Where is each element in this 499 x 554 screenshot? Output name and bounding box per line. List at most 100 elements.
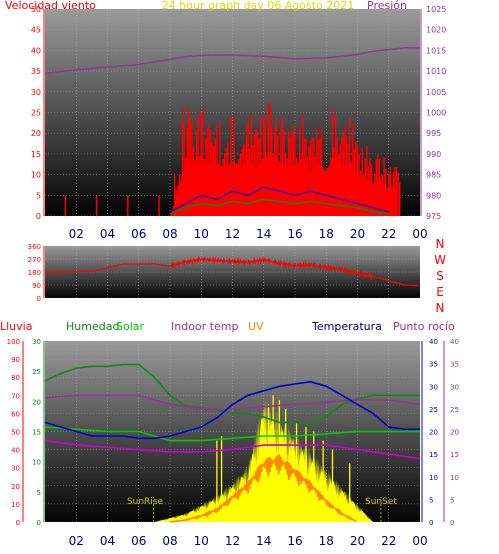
y-left-tick: 40 xyxy=(31,46,41,55)
sunset-label: SunSet xyxy=(365,497,397,507)
y-right-tick: 1015 xyxy=(426,46,446,55)
temp-right-tick: 10 xyxy=(429,474,438,482)
x-tick-label: 20 xyxy=(350,534,365,548)
rain-tick: 50 xyxy=(11,429,20,437)
rain-tick: 80 xyxy=(11,374,20,382)
compass-label: E xyxy=(436,285,444,299)
humidity-tick: 25 xyxy=(32,368,41,376)
compass-label: N xyxy=(436,237,445,251)
y-right-tick: 975 xyxy=(426,212,441,221)
wind-speed-line xyxy=(169,186,389,213)
compass-label: S xyxy=(436,269,444,283)
y-left-tick: 30 xyxy=(31,88,41,97)
y-left-tick: 20 xyxy=(31,129,41,138)
direction-tick: 180 xyxy=(28,269,41,277)
indoor-temp-line xyxy=(44,394,421,410)
temp-right-tick: 5 xyxy=(429,496,433,504)
temp-right-tick: 15 xyxy=(429,451,438,459)
y-right-tick: 1000 xyxy=(426,109,446,118)
humidity-tick: 20 xyxy=(32,398,41,406)
temperature-line xyxy=(44,380,420,440)
wind-direction-line xyxy=(45,255,420,287)
rain-tick: 60 xyxy=(11,410,20,418)
y-left-tick: 5 xyxy=(36,191,41,200)
dew-right-tick: 30 xyxy=(450,383,459,391)
x-tick-label: 18 xyxy=(319,227,334,241)
x-tick-label: 16 xyxy=(287,227,302,241)
x-tick-label: 22 xyxy=(381,534,396,548)
legend-label: Humedad xyxy=(66,320,119,333)
y-right-tick: 995 xyxy=(426,129,441,138)
y-left-tick: 15 xyxy=(31,150,41,159)
direction-tick: 90 xyxy=(32,282,41,290)
direction-tick: 270 xyxy=(28,256,41,264)
y-right-tick: 1025 xyxy=(426,5,446,14)
legend-label: Solar xyxy=(116,320,145,333)
humidity-tick: 0 xyxy=(37,519,41,527)
humidity-tick: 30 xyxy=(32,338,41,346)
y-left-tick: 10 xyxy=(31,171,41,180)
legend-label: UV xyxy=(248,320,264,333)
x-tick-label: 02 xyxy=(69,534,84,548)
humidity-tick: 5 xyxy=(37,489,41,497)
x-tick-label: 20 xyxy=(350,227,365,241)
right-axis-title: Presión xyxy=(367,0,407,12)
x-tick-label: 12 xyxy=(225,227,240,241)
y-right-tick: 985 xyxy=(426,171,441,180)
humidity-tick: 15 xyxy=(32,429,41,437)
dew-right-tick: 10 xyxy=(450,474,459,482)
temp-right-tick: 0 xyxy=(429,519,433,527)
temp-right-tick: 40 xyxy=(429,338,438,346)
x-tick-label: 04 xyxy=(100,534,115,548)
rain-tick: 40 xyxy=(11,447,20,455)
x-tick-label: 08 xyxy=(162,534,177,548)
x-tick-label: 14 xyxy=(256,534,271,548)
rain-tick: 90 xyxy=(11,356,20,364)
humidity-secondary-line xyxy=(44,426,420,442)
rain-tick: 70 xyxy=(11,392,20,400)
sunrise-label: SunRise xyxy=(127,497,164,507)
x-tick-label: 12 xyxy=(225,534,240,548)
left-axis-title: Velocidad viento xyxy=(5,0,96,12)
rain-tick: 30 xyxy=(11,465,20,473)
y-left-tick: 35 xyxy=(31,67,41,76)
dew-right-tick: 25 xyxy=(450,406,459,414)
x-tick-label: 06 xyxy=(131,227,146,241)
rain-tick: 0 xyxy=(16,519,20,527)
y-left-tick: 50 xyxy=(31,5,41,14)
humidity-tick: 10 xyxy=(32,459,41,467)
y-left-tick: 25 xyxy=(31,109,41,118)
x-tick-label: 14 xyxy=(256,227,271,241)
x-tick-label: 18 xyxy=(319,534,334,548)
dew-right-tick: 40 xyxy=(450,338,459,346)
y-right-tick: 990 xyxy=(426,150,441,159)
dew-right-tick: 5 xyxy=(450,496,454,504)
chart-title: 24 hour graph day 06 Agosto 2021 xyxy=(162,0,355,12)
x-tick-label: 06 xyxy=(131,534,146,548)
x-tick-label: 16 xyxy=(287,534,302,548)
temp-right-tick: 20 xyxy=(429,429,438,437)
y-right-tick: 1010 xyxy=(426,67,446,76)
y-left-tick: 0 xyxy=(36,212,41,221)
rain-tick: 100 xyxy=(7,338,20,346)
direction-tick: 0 xyxy=(37,295,41,303)
y-left-tick: 45 xyxy=(31,26,41,35)
temp-right-tick: 30 xyxy=(429,383,438,391)
x-tick-label: 00 xyxy=(412,534,427,548)
dew-right-tick: 35 xyxy=(450,361,459,369)
legend-label: Punto rocío xyxy=(393,320,455,333)
x-tick-label: 04 xyxy=(100,227,115,241)
x-tick-label: 02 xyxy=(69,227,84,241)
y-right-tick: 1005 xyxy=(426,88,446,97)
wind-gust-area xyxy=(170,152,397,216)
wind-average-line xyxy=(169,198,389,215)
rain-tick: 10 xyxy=(11,501,20,509)
temp-right-tick: 35 xyxy=(429,361,438,369)
dew-right-tick: 0 xyxy=(450,519,454,527)
legend-label: Lluvia xyxy=(0,320,32,333)
legend-label: Temperatura xyxy=(311,320,382,333)
x-tick-label: 08 xyxy=(162,227,177,241)
y-right-tick: 980 xyxy=(426,191,441,200)
